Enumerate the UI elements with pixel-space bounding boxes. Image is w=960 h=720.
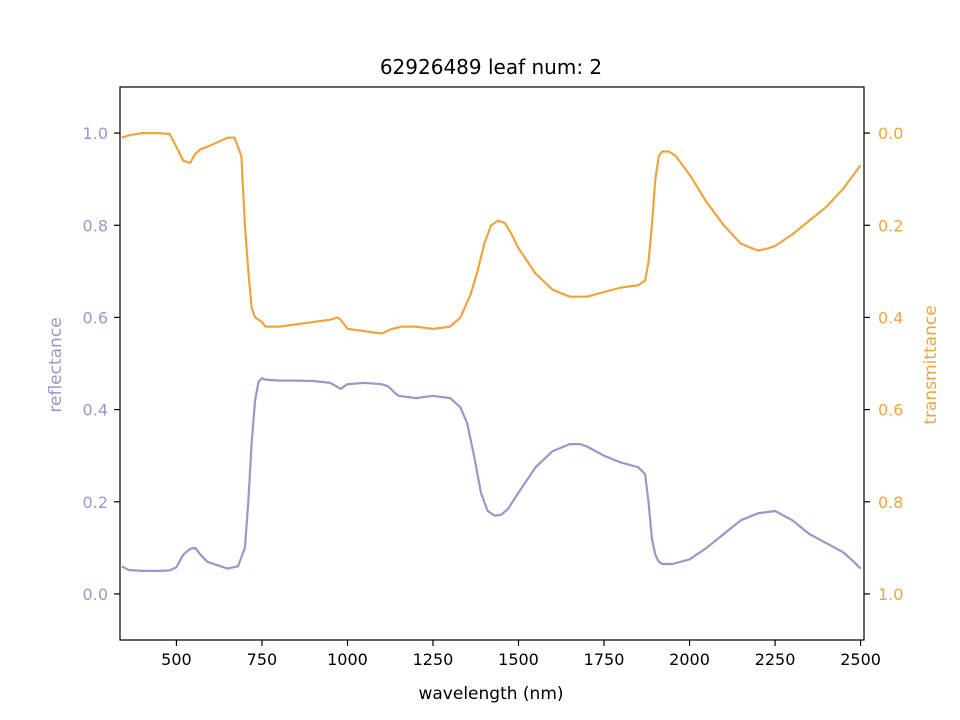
series-group xyxy=(121,132,862,573)
left-axis-title: reflectance xyxy=(46,317,66,412)
left-y-tick-label: 0.8 xyxy=(83,216,108,235)
left-y-tick-label: 0.6 xyxy=(83,308,108,327)
x-axis-title: wavelength (nm) xyxy=(418,684,563,704)
x-tick-label: 1500 xyxy=(498,650,539,669)
plot-frame xyxy=(119,86,865,641)
right-y-tick-label: 0.4 xyxy=(878,308,903,327)
right-y-tick-label: 0.0 xyxy=(878,124,903,143)
right-y-tick-label: 0.8 xyxy=(878,493,903,512)
axes: 500 750 1000 1250 1500 1750 2000 2250 2500 0.0 0.2… xyxy=(83,86,903,669)
x-tick-label: 2000 xyxy=(669,650,710,669)
x-tick-label: 2250 xyxy=(755,650,796,669)
reflectance-series-line xyxy=(121,377,862,573)
right-y-tick-label: 0.6 xyxy=(878,401,903,420)
right-axis-title: transmittance xyxy=(921,305,941,424)
left-y-tick-label: 0.0 xyxy=(83,585,108,604)
x-tick-label: 750 xyxy=(247,650,278,669)
left-y-tick-label: 0.2 xyxy=(83,493,108,512)
right-y-tick-label: 0.2 xyxy=(878,216,903,235)
left-y-tick-label: 1.0 xyxy=(83,124,108,143)
x-tick-label: 500 xyxy=(161,650,192,669)
chart-title: 62926489 leaf num: 2 xyxy=(380,55,602,79)
x-tick-label: 1250 xyxy=(413,650,454,669)
plot-area xyxy=(121,132,862,573)
right-y-tick-label: 1.0 xyxy=(878,585,903,604)
transmittance-series-line xyxy=(121,132,862,335)
x-tick-label: 2500 xyxy=(840,650,881,669)
left-y-tick-label: 0.4 xyxy=(83,401,108,420)
x-tick-label: 1000 xyxy=(327,650,368,669)
x-tick-label: 1750 xyxy=(584,650,625,669)
